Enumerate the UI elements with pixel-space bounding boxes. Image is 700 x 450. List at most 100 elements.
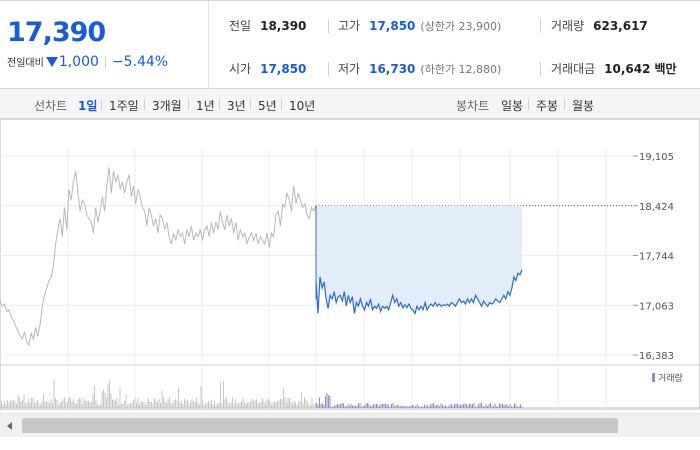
volume-bar xyxy=(184,398,185,408)
tab-divider xyxy=(281,99,282,110)
volume-bar xyxy=(311,398,313,408)
volume-bar xyxy=(277,401,278,408)
volume-bar xyxy=(149,401,151,408)
stat-value: 17,850 xyxy=(369,19,416,33)
volume-bar xyxy=(230,402,232,408)
volume-bar xyxy=(137,397,139,408)
volume-bar xyxy=(193,401,194,408)
volume-bar xyxy=(251,398,253,408)
volume-bar xyxy=(191,398,193,408)
volume-bar xyxy=(43,393,44,408)
volume-bar xyxy=(19,397,20,408)
volume-bar xyxy=(125,394,127,408)
volume-bar xyxy=(194,401,196,408)
volume-bar xyxy=(404,406,406,408)
volume-bar xyxy=(271,404,272,408)
stat-divider xyxy=(328,19,329,33)
volume-legend-swatch xyxy=(652,373,655,382)
tab-period-1d[interactable]: 1일 xyxy=(78,99,98,113)
change-percent: −5.44% xyxy=(111,54,169,70)
tab-period-1y[interactable]: 1년 xyxy=(196,99,215,113)
stat-limit: (상한가 23,900) xyxy=(420,20,502,33)
tab-period-5y[interactable]: 5년 xyxy=(258,99,277,113)
volume-bar xyxy=(443,406,445,408)
tab-candle-daily[interactable]: 일봉 xyxy=(501,99,524,113)
volume-bar xyxy=(52,402,53,408)
volume-bar xyxy=(70,398,71,408)
tab-period-1w[interactable]: 1주일 xyxy=(109,99,139,113)
volume-bar xyxy=(208,400,209,408)
volume-bar xyxy=(497,406,499,408)
scroll-left-arrow-icon[interactable] xyxy=(7,422,12,430)
volume-bar xyxy=(35,401,37,408)
volume-bar xyxy=(413,405,415,408)
volume-bar xyxy=(455,404,457,408)
price-chart[interactable]: 19,105 18,424 17,744 17,063 16,383 거래량 xyxy=(0,119,700,411)
volume-bar xyxy=(395,405,397,408)
volume-bar xyxy=(364,405,365,408)
volume-bar xyxy=(442,404,443,408)
y-tick-label: 16,383 xyxy=(639,351,674,362)
volume-bar xyxy=(454,403,455,408)
volume-bar xyxy=(91,401,92,408)
stat-limit: (하한가 12,880) xyxy=(420,63,502,76)
volume-bar xyxy=(278,400,280,408)
volume-bar xyxy=(268,399,269,408)
tab-candle-monthly[interactable]: 월봉 xyxy=(572,99,595,113)
volume-bar xyxy=(319,397,320,408)
volume-bar xyxy=(163,397,164,408)
volume-bar xyxy=(233,403,235,408)
volume-bar xyxy=(4,401,5,408)
stat-label: 전일 xyxy=(229,19,252,33)
volume-bar xyxy=(247,402,248,408)
volume-bar xyxy=(475,406,476,408)
stat-value: 16,730 xyxy=(369,62,416,76)
volume-bar xyxy=(307,401,308,408)
line-chart-label: 선차트 xyxy=(34,99,68,113)
stat-label: 고가 xyxy=(338,19,361,33)
volume-bar xyxy=(502,403,503,408)
chart-tabs: 선차트 1일 1주일 3개월 1년 3년 5년 10년 봉차트 일봉 주봉 월봉 xyxy=(0,89,700,119)
volume-bar xyxy=(382,403,383,408)
volume-bar xyxy=(140,401,142,408)
volume-bar xyxy=(166,403,167,408)
tab-candle-weekly[interactable]: 주봉 xyxy=(536,99,559,113)
volume-bar xyxy=(176,400,178,408)
volume-bar xyxy=(256,399,257,408)
tab-period-3m[interactable]: 3개월 xyxy=(152,99,182,113)
candle-chart-label: 봉차트 xyxy=(456,99,490,113)
volume-bar xyxy=(317,404,319,408)
volume-bar xyxy=(7,400,8,408)
tab-period-3y[interactable]: 3년 xyxy=(227,99,246,113)
volume-bar xyxy=(214,401,215,408)
volume-bar xyxy=(263,401,265,408)
volume-bar xyxy=(304,397,305,408)
volume-bar xyxy=(451,404,452,408)
volume-bar xyxy=(227,402,229,408)
volume-bar xyxy=(262,398,263,408)
volume-bar xyxy=(467,405,469,408)
volume-bar xyxy=(508,406,509,408)
volume-bar xyxy=(34,403,35,408)
volume-bar xyxy=(286,402,287,408)
volume-bar xyxy=(5,404,7,408)
volume-bar xyxy=(386,404,388,408)
volume-bar xyxy=(106,397,107,408)
volume-bar xyxy=(292,403,293,408)
volume-bar xyxy=(349,405,350,408)
volume-bar xyxy=(190,401,191,408)
volume-bar xyxy=(109,380,110,408)
scroll-thumb[interactable] xyxy=(22,418,618,433)
chart-scrollbar[interactable] xyxy=(0,413,700,437)
volume-bar xyxy=(155,400,157,408)
volume-bar xyxy=(92,393,94,408)
volume-bar xyxy=(320,403,322,408)
tab-period-10y[interactable]: 10년 xyxy=(289,99,316,113)
volume-bar xyxy=(482,405,484,408)
volume-bar xyxy=(457,403,458,408)
stat-label: 저가 xyxy=(338,62,361,76)
volume-bar xyxy=(65,402,67,408)
volume-bar xyxy=(32,397,34,408)
volume-bar xyxy=(509,404,511,408)
volume-bar xyxy=(377,404,379,408)
